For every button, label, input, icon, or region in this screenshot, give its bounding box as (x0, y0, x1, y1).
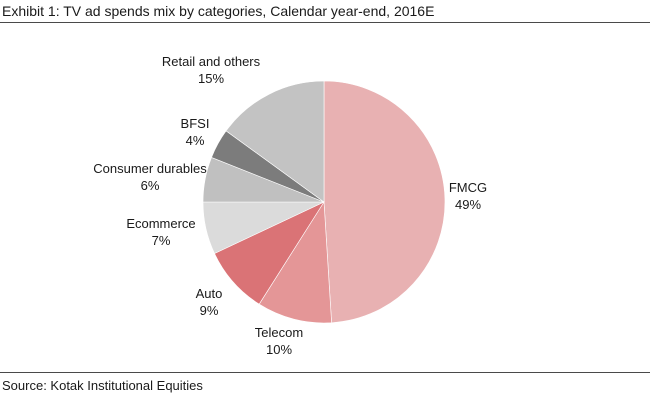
slice-value-ecommerce: 7% (152, 233, 171, 248)
pie-slice-fmcg (323, 80, 446, 324)
exhibit-title: Exhibit 1: TV ad spends mix by categorie… (2, 3, 435, 19)
slice-label-retail-and-others: Retail and others (162, 54, 261, 69)
pie-slice-retail-and-others (225, 80, 325, 203)
source-note: Source: Kotak Institutional Equities (2, 378, 203, 393)
slice-value-consumer-durables: 6% (141, 178, 160, 193)
slice-value-bfsi: 4% (186, 133, 205, 148)
slice-value-telecom: 10% (266, 342, 292, 357)
bottom-rule (0, 372, 650, 373)
slice-label-consumer-durables: Consumer durables (93, 161, 207, 176)
slice-label-ecommerce: Ecommerce (126, 216, 195, 231)
slice-value-fmcg: 49% (455, 197, 481, 212)
slice-label-telecom: Telecom (255, 325, 303, 340)
slice-label-fmcg: FMCG (449, 180, 487, 195)
slice-label-bfsi: BFSI (181, 116, 210, 131)
slice-label-auto: Auto (196, 286, 223, 301)
top-rule (0, 22, 650, 23)
slice-value-auto: 9% (200, 303, 219, 318)
slice-value-retail-and-others: 15% (198, 71, 224, 86)
pie-slice-telecom (258, 201, 332, 324)
